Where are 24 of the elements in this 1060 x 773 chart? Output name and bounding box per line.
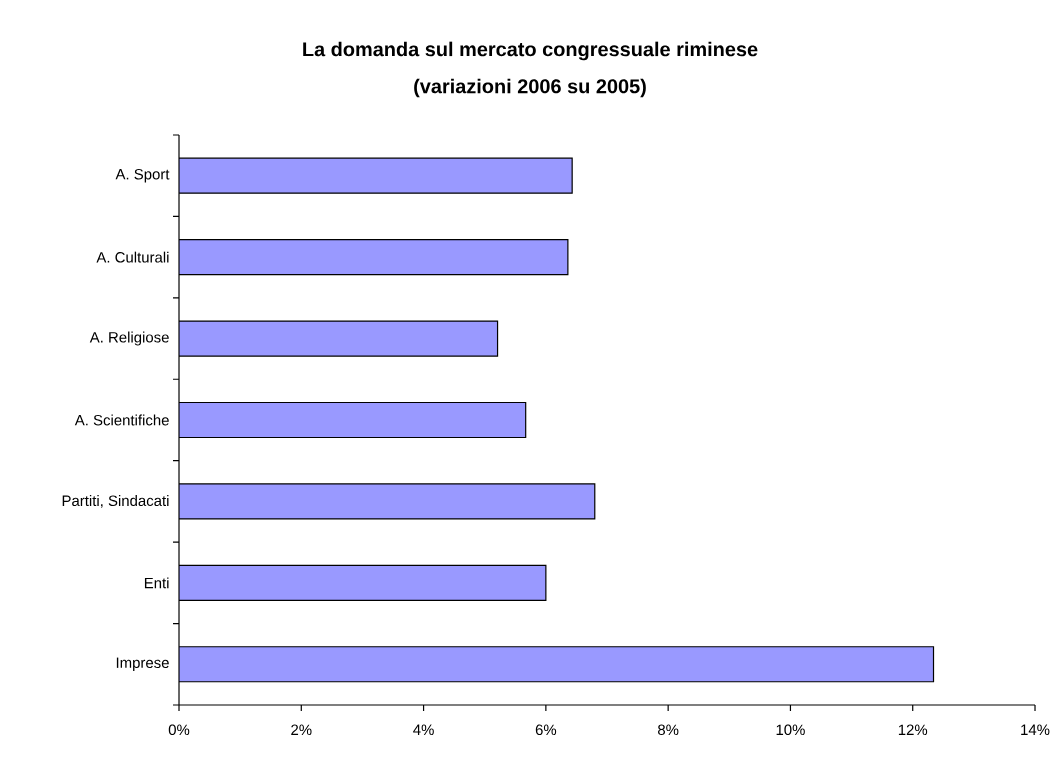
chart-title: La domanda sul mercato congressuale riminese	[303, 41, 758, 61]
y-tick-label: Imprese	[116, 657, 169, 671]
bar	[179, 401, 527, 439]
x-tick-label: 4%	[413, 724, 434, 735]
x-tick-label: 6%	[535, 724, 557, 736]
chart-subtitle: (variazioni 2006 su 2005)	[414, 78, 646, 98]
x-tick-label: 10%	[776, 724, 805, 736]
bar	[179, 157, 573, 194]
bar	[179, 483, 596, 520]
x-tick-label: 12%	[898, 724, 928, 736]
bar	[179, 239, 569, 276]
bar	[179, 320, 499, 357]
y-tick-label: Partiti, Sindacati	[62, 495, 169, 508]
y-tick-label: A. Scientifiche	[74, 414, 169, 426]
x-tick-label: 8%	[658, 724, 679, 736]
bar	[179, 646, 935, 683]
bar	[179, 564, 547, 601]
x-tick-label: 2%	[291, 724, 312, 736]
y-tick-label: A. Sport	[115, 168, 170, 183]
x-tick-label: 14%	[1021, 724, 1050, 735]
y-tick-label: Enti	[144, 577, 169, 589]
y-tick-label: A. Religiose	[89, 331, 169, 346]
y-tick-label: A. Culturali	[96, 251, 169, 263]
x-tick-label: 0%	[168, 724, 190, 736]
